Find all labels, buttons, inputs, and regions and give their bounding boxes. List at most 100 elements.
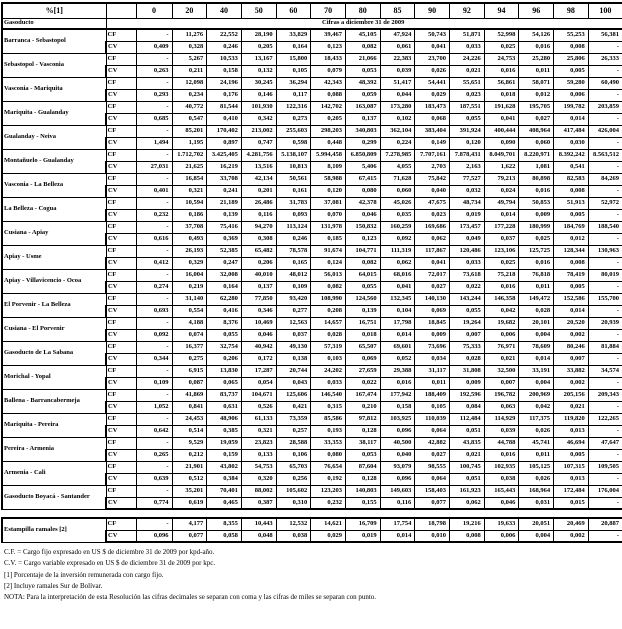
cf-value-cell: 183,473 <box>414 100 450 114</box>
cf-value-cell: 75,333 <box>449 340 485 354</box>
cv-value-cell: 0,013 <box>553 424 589 438</box>
table-row-cv: CV 0,096 0,077 0,058 0,048 0,038 0,029 0,019 0,0… <box>2 529 622 543</box>
cv-value-cell: 0,021 <box>449 64 485 78</box>
cf-value-cell: 93,079 <box>379 460 416 474</box>
column-header-row: %[1] 0 20 40 50 60 70 80 85 90 92 94 96 98 100 <box>1 2 622 19</box>
cf-value-cell: 10,443 <box>240 517 277 531</box>
cv-value-cell: 0,049 <box>449 232 485 246</box>
cf-value-cell: 19,264 <box>449 316 485 330</box>
cf-value-cell: 383,404 <box>414 124 450 138</box>
cf-value-cell: 10,469 <box>240 316 277 330</box>
cv-value-cell: 0,012 <box>518 88 555 102</box>
cf-value-cell: 20,051 <box>518 517 555 531</box>
cf-value-cell: 160,259 <box>379 220 416 234</box>
cf-value-cell: 102,935 <box>483 460 520 474</box>
cf-value-cell: 71,628 <box>379 172 416 186</box>
cf-value-cell: 73,359 <box>275 412 312 426</box>
cf-value-cell: 16,854 <box>171 172 208 186</box>
cf-value-cell: 8,355 <box>206 517 242 531</box>
cf-value-cell: 4,188 <box>171 316 208 330</box>
cv-value-cell: - <box>587 232 622 246</box>
cv-value-cell: 0,205 <box>310 112 346 126</box>
cf-value-cell: 40,772 <box>171 100 208 114</box>
cv-value-cell: 0,232 <box>310 496 346 510</box>
cv-value-cell: 0,293 <box>135 88 173 102</box>
cv-value-cell: 1,081 <box>518 160 555 174</box>
cf-value-cell: 107,315 <box>553 460 589 474</box>
cf-value-cell: 8,376 <box>206 316 242 330</box>
cv-value-cell: 0,117 <box>275 88 312 102</box>
cf-value-cell: 150,832 <box>344 220 381 234</box>
cv-value-cell: 0,011 <box>518 280 555 294</box>
cv-value-cell: 0,096 <box>135 529 173 543</box>
cf-value-cell: 21,901 <box>171 460 208 474</box>
cf-value-cell: 362,104 <box>379 124 416 138</box>
cv-value-cell: 0,412 <box>135 256 173 270</box>
cv-value-cell: 0,022 <box>449 280 485 294</box>
pipeline-name: Pereira - Armenia <box>1 436 107 462</box>
cv-value-cell: 0,018 <box>344 328 381 342</box>
cv-value-cell: 0,013 <box>553 472 589 486</box>
pipeline-name: Gualanday - Neiva <box>1 124 107 150</box>
cv-value-cell: 0,299 <box>344 136 381 150</box>
cf-value-cell: 45,105 <box>344 28 381 42</box>
cf-value-cell: 200,969 <box>518 388 555 402</box>
cv-value-cell: 0,041 <box>414 256 450 270</box>
table-row-cf: El Porvenir - La Belleza CF -31,140 62,280 7… <box>1 292 622 318</box>
table-row-cf: Sebastopol - Vasconia CF -5,267 10,533 13,16… <box>1 52 622 78</box>
cv-value-cell: 0,005 <box>553 448 589 462</box>
cf-value-cell: 7.278,985 <box>379 148 416 162</box>
cv-value-cell: 0,210 <box>344 400 381 414</box>
cf-label: CF <box>105 172 137 186</box>
cf-value-cell: 195,705 <box>518 100 555 114</box>
cf-value-cell: 33,708 <box>206 172 242 186</box>
cv-value-cell: 0,038 <box>275 529 312 543</box>
cv-value-cell: 0,012 <box>553 232 589 246</box>
pipeline-name: Gasoducto de La Sabana <box>1 340 107 366</box>
cv-value-cell: 0,685 <box>135 112 173 126</box>
cv-value-cell: 0,185 <box>310 232 346 246</box>
cv-value-cell: 0,055 <box>206 328 242 342</box>
cv-value-cell: 0,074 <box>171 328 208 342</box>
cf-value-cell: 56,013 <box>310 268 346 282</box>
cf-value-cell: 340,803 <box>344 124 381 138</box>
cv-value-cell: 0,385 <box>206 424 242 438</box>
cf-value-cell: 103,925 <box>379 412 416 426</box>
cv-value-cell: 0,639 <box>135 472 173 486</box>
cf-value-cell: - <box>135 316 173 330</box>
cv-value-cell: 0,514 <box>171 424 208 438</box>
cv-label: CV <box>105 376 137 390</box>
cv-value-cell: 0,062 <box>379 256 416 270</box>
cf-value-cell: 143,244 <box>449 292 485 306</box>
cf-value-cell: - <box>135 388 173 402</box>
cv-value-cell: - <box>587 160 622 174</box>
cv-label: CV <box>105 184 137 198</box>
cv-value-cell: 0,069 <box>414 304 450 318</box>
cf-value-cell: 58,988 <box>310 172 346 186</box>
table-row-cf: Gualanday - Neiva CF -85,201 170,402 213,002… <box>1 124 622 150</box>
cf-value-cell: 73,618 <box>449 268 485 282</box>
cv-value-cell: 0,465 <box>206 496 242 510</box>
cv-value-cell: 10,813 <box>275 160 312 174</box>
cf-value-cell: - <box>135 196 173 210</box>
cf-value-cell: 17,754 <box>379 517 416 531</box>
cf-value-cell: 20,744 <box>275 364 312 378</box>
cv-value-cell: 5,406 <box>344 160 381 174</box>
cf-value-cell: 20,101 <box>518 316 555 330</box>
cf-value-cell: 123,106 <box>483 244 520 258</box>
cf-value-cell: 85,201 <box>171 124 208 138</box>
cv-value-cell: 0,619 <box>171 496 208 510</box>
table-row-cv: CV 0,412 0,329 0,247 0,206 0,165 0,124 0,082 0,0… <box>2 256 622 270</box>
cf-value-cell: - <box>135 460 173 474</box>
cv-value-cell: 0,007 <box>449 328 485 342</box>
column-header: 98 <box>553 2 589 19</box>
cf-value-cell: 123,203 <box>310 484 346 498</box>
cf-value-cell: 28,190 <box>240 28 277 42</box>
cv-value-cell: 0,257 <box>275 424 312 438</box>
cf-value-cell: 199,782 <box>553 100 589 114</box>
cf-value-cell: 87,604 <box>344 460 381 474</box>
cv-value-cell: - <box>587 472 622 486</box>
cf-value-cell: 67,415 <box>344 172 381 186</box>
cf-value-cell: 14,621 <box>310 517 346 531</box>
cv-value-cell: - <box>587 280 622 294</box>
